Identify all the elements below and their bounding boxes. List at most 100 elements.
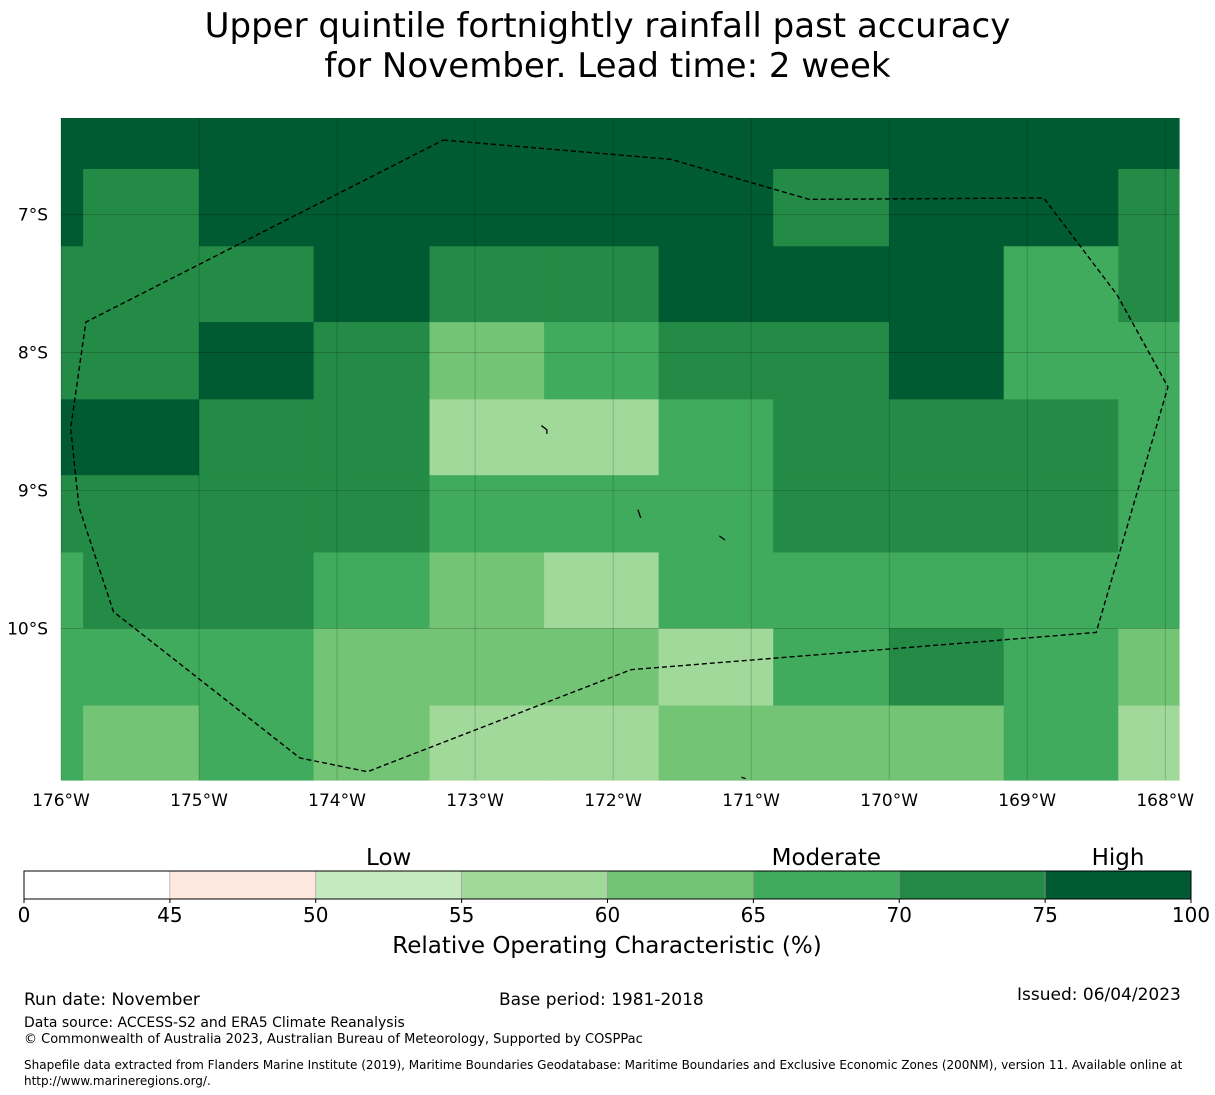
map-cell: [658, 169, 774, 247]
map-cell: [199, 399, 315, 476]
map-cell: [658, 705, 774, 781]
map-islands: [540, 425, 746, 780]
map-cell: [1118, 475, 1180, 554]
eez-boundary: [69, 139, 1169, 773]
map-cell: [313, 475, 431, 554]
map-cell: [429, 246, 545, 323]
colorbar-segment: [607, 870, 754, 900]
longitude-tick-label: 176°W: [32, 791, 90, 810]
island-outline: [741, 776, 746, 780]
map-cell: [199, 322, 315, 400]
colorbar-tick-label: 100: [1172, 903, 1210, 927]
issued-date: Issued: 06/04/2023: [1017, 985, 1181, 1005]
map-cell: [313, 552, 431, 629]
colorbar-segments: [23, 870, 1192, 900]
map-cell: [658, 552, 774, 629]
map-cell: [199, 246, 315, 323]
map-cell: [658, 246, 774, 323]
map-cell: [199, 475, 315, 554]
map-cell: [313, 628, 431, 707]
map-cell: [199, 118, 315, 170]
map-cell: [1118, 118, 1180, 170]
map-cell: [313, 705, 431, 781]
map-cell: [773, 246, 890, 323]
map-cell: [61, 322, 84, 400]
colorbar-segment: [461, 870, 608, 900]
map-cell: [544, 705, 660, 781]
copyright-notice: © Commonwealth of Australia 2023, Austra…: [24, 1032, 643, 1047]
map-cell: [658, 399, 774, 476]
map-cell: [83, 322, 200, 400]
map-cell: [83, 475, 200, 554]
map-cell: [429, 628, 545, 707]
colorbar-tick-label: 75: [1032, 903, 1057, 927]
map-cell: [61, 118, 84, 170]
map-cell: [429, 169, 545, 247]
map-cell: [61, 552, 84, 629]
map-cell: [773, 475, 890, 554]
map-cell: [313, 322, 431, 400]
map-cell: [61, 705, 84, 781]
map-cell: [544, 399, 660, 476]
colorbar-tick-label: 65: [741, 903, 766, 927]
map-cell: [61, 246, 84, 323]
island-outline: [637, 509, 642, 519]
colorbar-category-label: Moderate: [772, 845, 881, 871]
map-cell: [1003, 475, 1119, 554]
map-cell: [61, 628, 84, 707]
map-cell: [773, 322, 890, 400]
colorbar: Low Moderate High 0 45 50 55 60 65 70 75 100 Relat…: [18, 845, 1210, 959]
chart-title: Upper quintile fortnightly rainfall past…: [0, 6, 1215, 86]
map-cell: [83, 246, 200, 323]
map-cell: [199, 169, 315, 247]
map-cell: [1003, 118, 1119, 170]
colorbar-tick-labels: 0 45 50 55 60 65 70 75 100: [18, 899, 1210, 927]
island-outline: [718, 535, 726, 541]
map-cell: [773, 169, 890, 247]
map-cell: [889, 475, 1005, 554]
map-cell: [429, 399, 545, 476]
map-cell: [773, 705, 890, 781]
run-date: Run date: November: [24, 990, 200, 1010]
map-cell: [313, 118, 431, 170]
map-cell: [313, 246, 431, 323]
map-cell: [1118, 399, 1180, 476]
colorbar-category-label: High: [1092, 845, 1145, 871]
map-cell: [61, 475, 84, 554]
map-cell: [1118, 552, 1180, 629]
map-cell: [199, 552, 315, 629]
longitude-tick-label: 172°W: [584, 791, 642, 810]
map-cell: [658, 475, 774, 554]
colorbar-segment: [898, 870, 1046, 900]
colorbar-tick-label: 0: [18, 903, 31, 927]
shapefile-note: Shapefile data extracted from Flanders M…: [24, 1058, 1183, 1088]
map-cell: [658, 322, 774, 400]
map-cell: [889, 246, 1005, 323]
data-source: Data source: ACCESS-S2 and ERA5 Climate …: [24, 1015, 405, 1031]
map-cell: [889, 118, 1005, 170]
map-cell: [83, 399, 200, 476]
colorbar-segment: [1044, 870, 1192, 900]
longitude-tick-label: 170°W: [860, 791, 918, 810]
longitude-tick-label: 175°W: [170, 791, 228, 810]
map-cell: [61, 169, 84, 247]
map-cell: [544, 552, 660, 629]
map-cell: [773, 552, 890, 629]
longitude-tick-label: 168°W: [1136, 791, 1194, 810]
map-cell: [1118, 246, 1180, 323]
map-cell: [83, 118, 200, 170]
latitude-tick-label: 7°S: [18, 206, 48, 226]
map-cell: [1003, 322, 1119, 400]
map-cell: [1003, 705, 1119, 781]
colorbar-segment: [23, 870, 171, 900]
colorbar-category-label: Low: [366, 845, 411, 871]
map-cell: [1003, 246, 1119, 323]
island-outline: [540, 425, 548, 434]
map-cell: [313, 399, 431, 476]
map-cell: [1118, 628, 1180, 707]
map-cell: [544, 169, 660, 247]
accuracy-map: 176°W 175°W 174°W 173°W 172°W 171°W 170°W 169°W…: [7, 118, 1194, 810]
map-gridlines: [60, 118, 1179, 780]
longitude-tick-labels: 176°W 175°W 174°W 173°W 172°W 171°W 170°W 169°W…: [32, 791, 1194, 810]
map-cell: [199, 705, 315, 781]
